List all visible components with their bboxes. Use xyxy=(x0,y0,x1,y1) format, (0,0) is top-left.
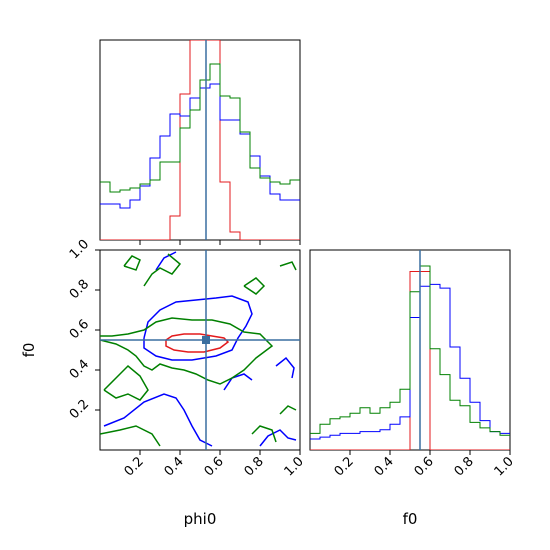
contour-blue-3 xyxy=(259,429,297,447)
x-f0-tick-label: 0.2 xyxy=(332,454,357,479)
hist-f0-blue xyxy=(310,283,510,440)
x-f0-tick-label: 0.4 xyxy=(372,454,397,479)
axes-frame-bl xyxy=(99,249,301,451)
truth-marker xyxy=(202,336,210,344)
contour-green-7 xyxy=(100,317,274,385)
hist-phi0-red xyxy=(100,40,300,240)
contour-blue-1 xyxy=(143,295,253,361)
x-phi0-tick-label: 1.0 xyxy=(282,454,307,479)
contour-blue-6 xyxy=(275,356,295,379)
contour-green-14 xyxy=(279,261,297,271)
x-phi0-tick-label: 0.2 xyxy=(122,454,147,479)
contour-green-12 xyxy=(243,277,266,295)
histogram-f0 xyxy=(310,250,510,450)
contour-green-13 xyxy=(251,425,277,443)
contour-blue-5 xyxy=(155,251,177,271)
y-f0-tick-label: 0.2 xyxy=(67,397,92,422)
hist-f0-green xyxy=(310,265,510,436)
x-f0-tick-label: 0.8 xyxy=(452,454,477,479)
contour-blue-2 xyxy=(103,393,213,447)
x-f0-tick-label: 1.0 xyxy=(492,454,517,479)
axes-frame-tl xyxy=(99,39,301,241)
x-axis-title-phi0: phi0 xyxy=(184,510,217,528)
contour-panel-phi0-f0 xyxy=(100,250,300,450)
hist-f0-red xyxy=(310,271,510,450)
y-f0-tick-label: 0.8 xyxy=(67,277,92,302)
y-f0-tick-label: 0.6 xyxy=(67,317,92,342)
contour-green-15 xyxy=(279,405,297,415)
x-phi0-tick-label: 0.8 xyxy=(242,454,267,479)
x-phi0-tick-label: 0.4 xyxy=(162,454,187,479)
x-f0-tick-label: 0.6 xyxy=(412,454,437,479)
y-f0-tick-label: 1.0 xyxy=(67,237,92,262)
y-axis-title-f0: f0 xyxy=(20,343,38,358)
contour-green-11 xyxy=(123,255,141,271)
hist-phi0-green xyxy=(100,63,300,193)
contour-blue-4 xyxy=(223,373,253,391)
histogram-phi0 xyxy=(100,40,300,240)
contour-green-9 xyxy=(100,425,161,447)
contour-green-10 xyxy=(143,253,182,287)
x-phi0-tick-label: 0.6 xyxy=(202,454,227,479)
x-axis-title-f0: f0 xyxy=(403,510,418,528)
y-f0-tick-label: 0.4 xyxy=(67,357,92,382)
contour-red-0 xyxy=(165,333,230,353)
contour-green-8 xyxy=(103,364,149,401)
